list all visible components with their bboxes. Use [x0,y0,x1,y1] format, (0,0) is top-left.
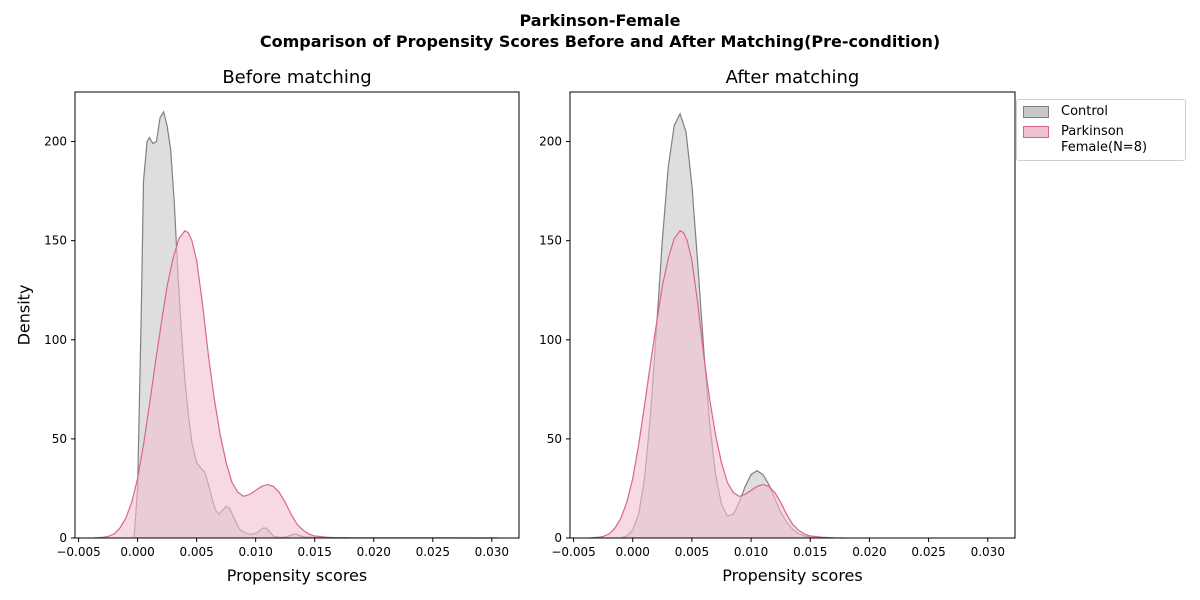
legend-item-parkinson: Parkinson Female(N=8) [1023,124,1147,156]
x-tick-label: −0.005 [551,545,595,559]
x-tick-label: 0.015 [793,545,827,559]
legend-label-control: Control [1061,104,1108,119]
y-tick-label: 150 [539,234,562,248]
x-axis-label: Propensity scores [227,566,367,585]
density-area-parkinson [93,230,348,538]
x-tick-label: 0.005 [675,545,709,559]
x-axis-label: Propensity scores [722,566,862,585]
y-tick-label: 200 [44,135,67,149]
subplot-title: Before matching [222,67,371,88]
legend-swatch-control [1023,106,1049,118]
y-tick-label: 0 [59,531,67,545]
x-tick-label: 0.025 [416,545,450,559]
x-tick-label: 0.015 [298,545,332,559]
x-tick-label: 0.030 [971,545,1005,559]
axes-frame [74,91,520,539]
density-area-parkinson [588,230,844,538]
y-axis-label: Density [15,285,34,346]
legend-swatch-parkinson [1023,126,1049,138]
x-tick-label: 0.030 [475,545,509,559]
y-tick-label: 100 [44,333,67,347]
x-tick-label: 0.000 [120,545,154,559]
chart-panel-1: −0.005 0.000 0.005 0.010 0.015 0.020 0.025 0.03… [15,67,520,585]
legend: Control Parkinson Female(N=8) [1016,99,1186,161]
axes-frame [569,91,1016,539]
density-line-parkinson [588,229,844,539]
x-tick-label: 0.020 [357,545,391,559]
figure-title-line1: Parkinson-Female [519,11,681,30]
x-tick-label: −0.005 [56,545,100,559]
subplot-title: After matching [726,67,860,88]
figure-title-line2: Comparison of Propensity Scores Before a… [259,32,941,51]
x-tick-label: 0.010 [734,545,768,559]
y-tick-label: 200 [539,135,562,149]
y-tick-label: 50 [52,432,67,446]
y-tick-label: 50 [547,432,562,446]
x-tick-label: 0.020 [852,545,886,559]
density-line-parkinson [93,229,348,539]
legend-label-parkinson: Parkinson Female(N=8) [1061,124,1148,155]
y-tick-label: 100 [539,333,562,347]
x-tick-label: 0.025 [911,545,945,559]
x-tick-label: 0.010 [238,545,272,559]
y-tick-label: 0 [554,531,562,545]
x-tick-label: 0.005 [179,545,213,559]
legend-item-control: Control [1023,104,1108,120]
chart-panel-2: −0.005 0.000 0.005 0.010 0.015 0.020 0.025 0.03… [539,67,1016,585]
y-tick-label: 150 [44,234,67,248]
figure-title: Parkinson-Female Comparison of Propensit… [0,10,1200,52]
x-tick-label: 0.000 [616,545,650,559]
